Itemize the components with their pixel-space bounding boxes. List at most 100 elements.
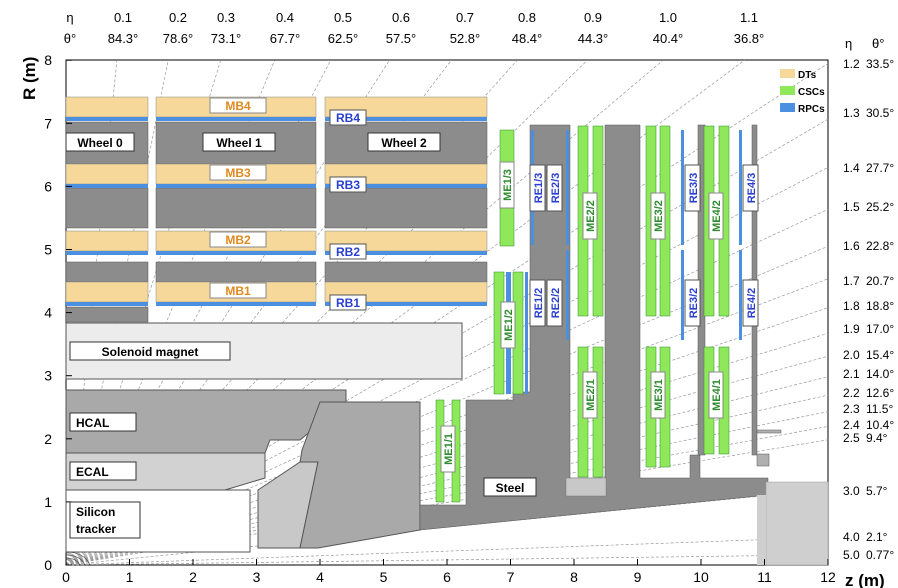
barrel-rpc-strips (66, 117, 487, 306)
eta-top-value: 0.8 (518, 10, 536, 25)
steel-label: Steel (496, 481, 525, 495)
wheel-2-label: Wheel 2 (381, 136, 427, 150)
x-tick-label: 4 (316, 569, 324, 585)
theta-header-top: θ° (64, 31, 76, 46)
theta-right-value: 30.5° (866, 106, 894, 120)
rb1-label: RB1 (336, 296, 360, 310)
eta-header-right: η (845, 36, 852, 51)
eta-right-value: 2.1 (843, 367, 860, 381)
theta-right-value: 25.2° (866, 200, 894, 214)
eta-right-value: 2.0 (843, 348, 860, 362)
forward-shield (765, 481, 829, 566)
wheel-labels: Wheel 0 Wheel 1 Wheel 2 (65, 132, 441, 152)
re12-label: RE1/2 (533, 288, 545, 319)
me31-label: ME3/1 (653, 379, 665, 411)
theta-right-value: 14.0° (866, 367, 894, 381)
x-tick-label: 0 (62, 569, 70, 585)
me12-label: ME1/2 (503, 309, 515, 341)
eta-right-value: 1.2 (843, 57, 860, 71)
x-axis-title: z (m) (845, 571, 885, 588)
hcal-barrel (65, 389, 347, 454)
me22-label: ME2/2 (585, 200, 597, 232)
theta-top-value: 67.7° (270, 31, 301, 46)
eta-line (65, 439, 829, 566)
eta-right-value: 4.0 (843, 530, 860, 544)
me42-label: ME4/2 (711, 200, 723, 232)
theta-top-value: 73.1° (211, 31, 242, 46)
eta-top-value: 0.4 (276, 10, 294, 25)
theta-right-value: 15.4° (866, 348, 894, 362)
x-tick-label: 8 (570, 569, 578, 585)
legend: DTs CSCs RPCs (780, 69, 825, 115)
theta-right-value: 33.5° (866, 57, 894, 71)
theta-right-value: 5.7° (866, 484, 888, 498)
theta-right-value: 20.7° (866, 274, 894, 288)
mb3-label: MB3 (225, 166, 251, 180)
theta-right-value: 22.8° (866, 239, 894, 253)
theta-top-value: 84.3° (108, 31, 139, 46)
theta-top-value: 62.5° (328, 31, 359, 46)
legend-swatch-dt (780, 69, 795, 78)
x-tick-label: 3 (253, 569, 261, 585)
y-tick-label: 1 (44, 494, 52, 510)
theta-top-value: 57.5° (386, 31, 417, 46)
legend-label-csc: CSCs (798, 87, 825, 98)
x-tick-label: 10 (693, 569, 709, 585)
x-axis-ticks: 0 1 2 3 4 5 6 7 8 9 10 11 12 (62, 559, 836, 585)
eta-header-top: η (66, 10, 73, 25)
mb-labels: MB4 MB3 MB2 MB1 (209, 97, 267, 299)
y-tick-label: 4 (44, 305, 52, 321)
theta-top-value: 48.4° (512, 31, 543, 46)
theta-right-value: 27.7° (866, 161, 894, 175)
re33-label: RE3/3 (688, 173, 700, 204)
y-tick-label: 8 (44, 52, 52, 68)
me32-label: ME3/2 (653, 200, 665, 232)
theta-header-right: θ° (872, 36, 884, 51)
eta-right-value: 5.0 (843, 548, 860, 562)
eta-top-value: 0.3 (217, 10, 235, 25)
eta-top-value: 0.6 (392, 10, 410, 25)
tracker-label-1: Silicon (76, 505, 115, 519)
y-tick-label: 5 (44, 242, 52, 258)
theta-right-value: 17.0° (866, 322, 894, 336)
theta-top-value: 36.8° (734, 31, 765, 46)
y-tick-label: 6 (44, 178, 52, 194)
y-tick-label: 2 (44, 431, 52, 447)
theta-top-value: 44.3° (578, 31, 609, 46)
mb4-label: MB4 (225, 99, 251, 113)
y-tick-label: 7 (44, 115, 52, 131)
eta-top-value: 0.5 (334, 10, 352, 25)
eta-right-value: 1.8 (843, 299, 860, 313)
eta-top-value: 1.1 (740, 10, 758, 25)
re13-label: RE1/3 (533, 173, 545, 204)
x-tick-label: 9 (634, 569, 642, 585)
theta-right-value: 0.77° (866, 548, 894, 562)
beam-pipe-arcs (65, 551, 91, 566)
eta-right-value: 2.3 (843, 402, 860, 416)
eta-right-value: 2.5 (843, 431, 860, 445)
x-tick-label: 7 (507, 569, 515, 585)
y-axis-ticks: 0 1 2 3 4 5 6 7 8 (44, 52, 72, 573)
x-tick-label: 5 (380, 569, 388, 585)
eta-right-value: 1.7 (843, 274, 860, 288)
theta-right-value: 11.5° (866, 402, 893, 416)
me11-label: ME1/1 (443, 433, 455, 465)
y-axis-title: R (m) (20, 57, 39, 100)
eta-right-value: 1.4 (843, 161, 860, 175)
rb3-label: RB3 (336, 178, 360, 192)
rb2-label: RB2 (336, 245, 360, 259)
eta-right-value: 2.2 (843, 386, 860, 400)
forward-shield-inner (757, 495, 766, 565)
eta-right-value: 1.6 (843, 239, 860, 253)
re32-label: RE3/2 (688, 288, 700, 319)
me13-label: ME1/3 (502, 169, 514, 201)
eta-top-value: 0.1 (114, 10, 132, 25)
theta-top-value: 52.8° (450, 31, 481, 46)
endcap-nose-light (565, 477, 607, 497)
me41-label: ME4/1 (711, 379, 723, 411)
theta-right-value: 18.8° (866, 299, 894, 313)
theta-top-value: 78.6° (163, 31, 194, 46)
theta-top-value: 40.4° (653, 31, 684, 46)
barrel-steel (65, 121, 488, 323)
eta-right-value: 2.4 (843, 418, 860, 432)
